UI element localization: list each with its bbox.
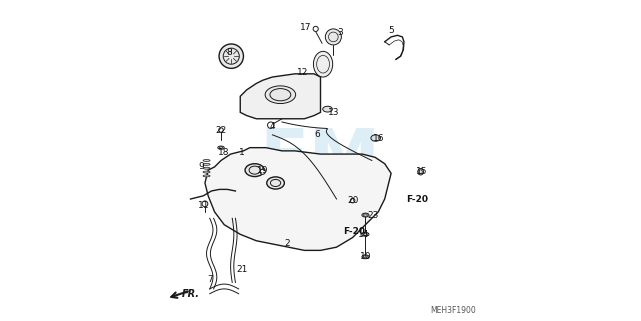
Ellipse shape (265, 86, 296, 103)
Circle shape (202, 201, 208, 207)
Text: 16: 16 (372, 134, 384, 143)
Text: F-20: F-20 (343, 227, 365, 236)
Text: EM: EM (260, 126, 381, 195)
Ellipse shape (371, 135, 381, 141)
Ellipse shape (313, 51, 333, 77)
Ellipse shape (218, 146, 224, 149)
Ellipse shape (203, 163, 210, 165)
Text: 1: 1 (239, 148, 245, 157)
Text: 5: 5 (388, 26, 394, 35)
Circle shape (351, 198, 355, 203)
Text: 6: 6 (315, 130, 320, 139)
Ellipse shape (267, 177, 285, 189)
Text: 4: 4 (269, 122, 275, 131)
Text: 22: 22 (215, 126, 227, 134)
Text: 9: 9 (199, 162, 204, 171)
Text: 7: 7 (207, 275, 213, 284)
Ellipse shape (362, 255, 369, 259)
Text: 17: 17 (300, 23, 312, 32)
Ellipse shape (203, 167, 210, 169)
Circle shape (219, 128, 223, 132)
Ellipse shape (362, 213, 369, 217)
Circle shape (260, 169, 265, 174)
Text: F-20: F-20 (406, 195, 428, 204)
Text: 21: 21 (236, 265, 247, 274)
Ellipse shape (245, 164, 264, 177)
Text: MEH3F1900: MEH3F1900 (431, 306, 476, 315)
Text: 8: 8 (226, 48, 232, 57)
Text: 12: 12 (297, 68, 308, 77)
Ellipse shape (203, 175, 210, 177)
Circle shape (267, 122, 274, 128)
Circle shape (219, 44, 244, 68)
Text: 20: 20 (347, 196, 358, 205)
Ellipse shape (418, 169, 424, 175)
Ellipse shape (203, 160, 210, 161)
Text: FR.: FR. (182, 289, 200, 299)
Text: 3: 3 (337, 28, 343, 37)
Circle shape (326, 29, 342, 45)
Text: 2: 2 (284, 239, 290, 248)
Ellipse shape (362, 232, 369, 236)
Ellipse shape (203, 171, 210, 173)
Text: 19: 19 (257, 166, 269, 175)
Polygon shape (240, 74, 320, 119)
Text: MOTORPART: MOTORPART (272, 192, 369, 206)
Text: 11: 11 (197, 201, 209, 210)
Text: 10: 10 (360, 252, 371, 261)
Ellipse shape (323, 106, 333, 112)
Circle shape (313, 26, 318, 31)
Text: 13: 13 (328, 108, 339, 117)
Text: 18: 18 (219, 148, 230, 157)
Text: 23: 23 (368, 211, 379, 220)
Text: 14: 14 (358, 230, 369, 239)
Polygon shape (205, 148, 391, 250)
Text: 15: 15 (416, 167, 428, 176)
